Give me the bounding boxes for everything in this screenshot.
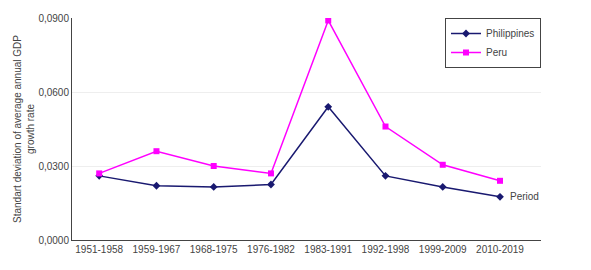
svg-text:1968-1975: 1968-1975 <box>190 244 238 255</box>
svg-text:0,0900: 0,0900 <box>38 13 69 24</box>
svg-text:1999-2009: 1999-2009 <box>419 244 467 255</box>
svg-text:Peru: Peru <box>486 47 507 58</box>
svg-text:1992-1998: 1992-1998 <box>362 244 410 255</box>
svg-text:0,0300: 0,0300 <box>38 161 69 172</box>
svg-text:1951-1958: 1951-1958 <box>75 244 123 255</box>
svg-text:Period: Period <box>510 191 539 202</box>
svg-text:2010-2019: 2010-2019 <box>476 244 524 255</box>
svg-text:0,0600: 0,0600 <box>38 87 69 98</box>
svg-text:Philippines: Philippines <box>486 28 534 39</box>
svg-text:1959-1967: 1959-1967 <box>133 244 181 255</box>
svg-text:1976-1982: 1976-1982 <box>247 244 295 255</box>
svg-text:0,0000: 0,0000 <box>38 235 69 246</box>
svg-text:1983-1991: 1983-1991 <box>304 244 352 255</box>
svg-text:Standart deviation of average: Standart deviation of average annual GDP… <box>12 35 36 223</box>
